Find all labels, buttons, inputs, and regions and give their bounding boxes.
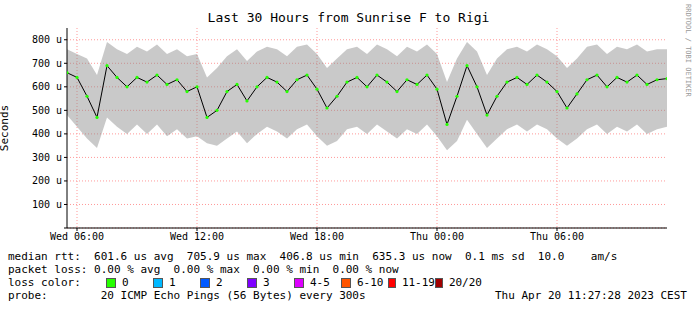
html-text:0: 0 <box>122 276 129 289</box>
svg-text:Thu 00:00: Thu 00:00 <box>410 231 464 242</box>
html-text:20/20: 20/20 <box>448 276 482 289</box>
svg-text:Thu 06:00: Thu 06:00 <box>530 231 584 242</box>
svg-text:Seconds: Seconds <box>8 105 11 151</box>
html-text:3: 3 <box>263 276 270 289</box>
html-text:2: 2 <box>216 276 223 289</box>
svg-text:Wed 18:00: Wed 18:00 <box>290 231 344 242</box>
svg-text:800 u: 800 u <box>32 34 62 45</box>
svg-text:100 u: 100 u <box>32 199 62 210</box>
svg-text:600 u: 600 u <box>32 81 62 92</box>
svg-text:300 u: 300 u <box>32 152 62 163</box>
svg-text:400 u: 400 u <box>32 128 62 139</box>
html-text:packet loss: 0.00 % avg 0.00 %: packet loss: 0.00 % avg 0.00 % max 0.00 … <box>8 263 399 276</box>
svg-text:700 u: 700 u <box>32 58 62 69</box>
html-text:loss color:: loss color: <box>8 276 81 289</box>
svg-text:Wed 06:00: Wed 06:00 <box>50 231 104 242</box>
html-text:probe: 20 ICMP Echo Pings (56: probe: 20 ICMP Echo Pings (56 Bytes) eve… <box>8 289 366 302</box>
html-text:Thu Apr 20 11:27:28 2023 CEST: Thu Apr 20 11:27:28 2023 CEST <box>494 289 687 302</box>
svg-text:500 u: 500 u <box>32 105 62 116</box>
html-text:1: 1 <box>169 276 176 289</box>
html-text:6-10: 6-10 <box>357 276 384 289</box>
svg-text:200 u: 200 u <box>32 175 62 186</box>
html-text:median rtt: 601.6 us avg 705.9: median rtt: 601.6 us avg 705.9 us max 40… <box>8 250 618 263</box>
svg-text:Wed 12:00: Wed 12:00 <box>170 231 224 242</box>
html-text:Last 30 Hours from Sunrise F t: Last 30 Hours from Sunrise F to Rigi <box>207 10 490 25</box>
html-text:RRDTOOL / TOBI OETIKER: RRDTOOL / TOBI OETIKER <box>684 4 692 97</box>
html-text:4-5: 4-5 <box>310 276 330 289</box>
html-text:11-19: 11-19 <box>401 276 435 289</box>
